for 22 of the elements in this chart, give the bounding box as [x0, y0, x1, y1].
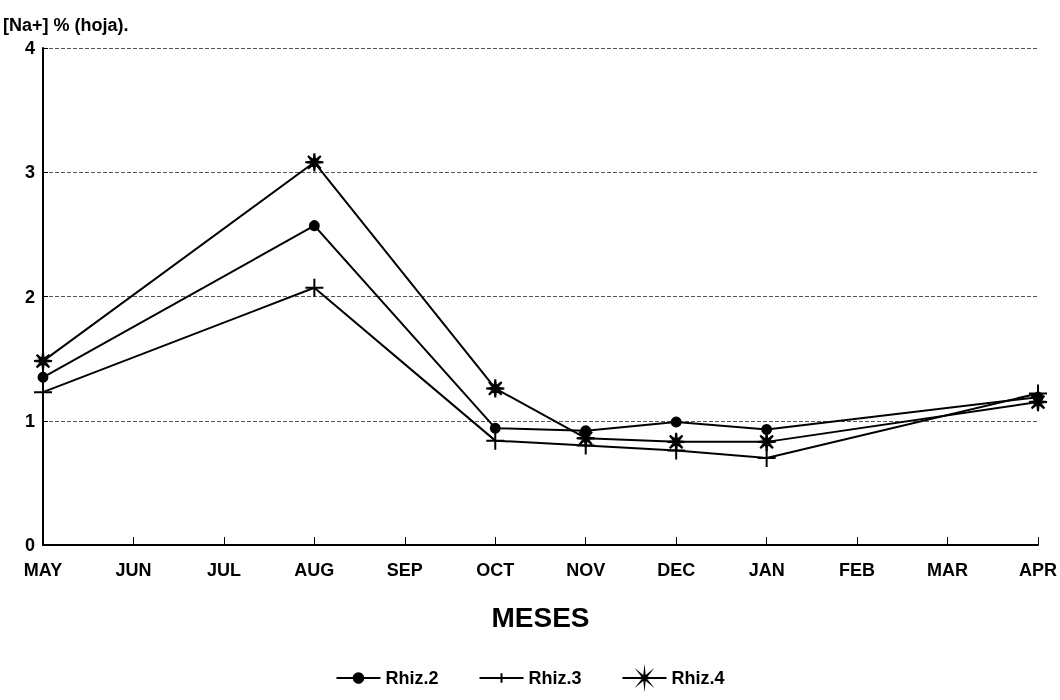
y-tick-label: 1 [24, 410, 35, 431]
y-tick-label: 4 [24, 38, 35, 58]
x-tick-label: JAN [748, 560, 785, 580]
x-tick-label: FEB [839, 560, 876, 580]
x-tick-label: SEP [386, 560, 423, 580]
x-tick-label: MAR [927, 560, 969, 580]
x-tick-label: AUG [294, 560, 335, 580]
x-tick-label: MAY [23, 560, 63, 580]
legend-label: Rhiz.3 [528, 668, 582, 688]
y-tick-label: 0 [24, 535, 35, 555]
x-tick-label: OCT [476, 560, 515, 580]
x-tick-label: NOV [566, 560, 606, 580]
x-axis-title: MESES [491, 601, 590, 633]
x-tick-label: APR [1018, 560, 1058, 580]
y-axis-title: [Na+] % (hoja). [3, 15, 129, 35]
legend-label: Rhiz.4 [671, 668, 725, 688]
y-tick-label: 2 [24, 286, 35, 307]
y-tick-label: 3 [24, 162, 35, 183]
x-tick-label: DEC [657, 560, 696, 580]
legend-label: Rhiz.2 [385, 668, 439, 688]
x-tick-label: JUL [206, 560, 241, 580]
x-tick-label: JUN [115, 560, 152, 580]
